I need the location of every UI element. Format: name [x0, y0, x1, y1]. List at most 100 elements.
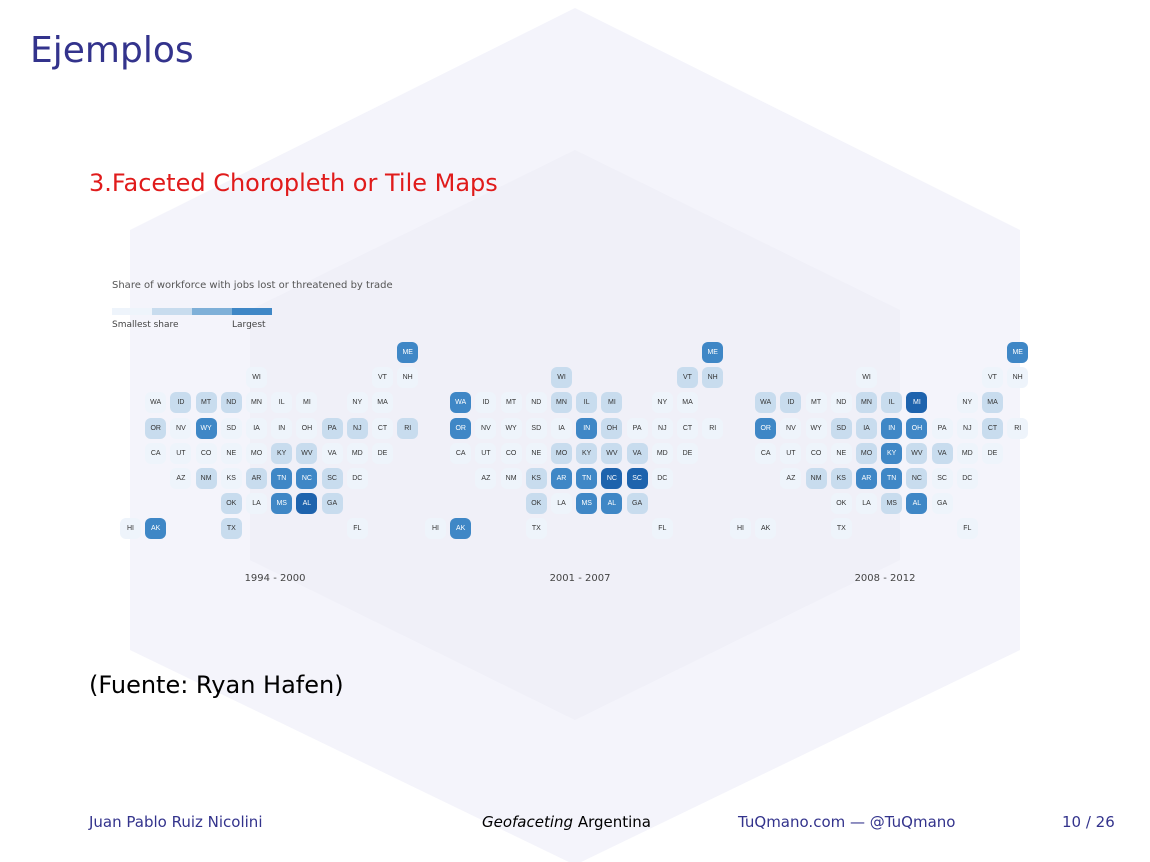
legend-swatch-3 — [192, 308, 232, 315]
legend-low-label: Smallest share — [112, 320, 179, 330]
state-tile-mi: MI — [296, 392, 318, 414]
state-tile-nc: NC — [296, 468, 318, 489]
state-tile-wi: WI — [246, 367, 267, 389]
state-tile-ak: AK — [145, 518, 167, 540]
state-tile-ky: KY — [271, 442, 293, 464]
state-tile-me: ME — [702, 342, 724, 363]
state-tile-nd: ND — [525, 392, 547, 414]
state-tile-ma: MA — [372, 392, 393, 414]
state-tile-wv: WV — [906, 442, 928, 464]
state-tile-sd: SD — [220, 417, 242, 439]
state-tile-nm: NM — [500, 468, 522, 489]
state-tile-va: VA — [626, 442, 648, 464]
state-tile-co: CO — [195, 442, 217, 464]
state-tile-nc: NC — [906, 468, 928, 489]
state-tile-tn: TN — [881, 468, 903, 489]
state-tile-ak: AK — [755, 518, 777, 540]
state-tile-la: LA — [551, 493, 572, 515]
state-tile-co: CO — [500, 442, 522, 464]
state-tile-me: ME — [397, 342, 419, 363]
state-tile-ca: CA — [755, 442, 777, 464]
state-tile-tx: TX — [830, 518, 852, 540]
state-tile-ks: KS — [525, 468, 547, 489]
slide-subtitle: 3.Faceted Choropleth or Tile Maps — [89, 169, 498, 197]
state-tile-wa: WA — [450, 392, 472, 414]
state-tile-hi: HI — [730, 518, 751, 540]
state-tile-al: AL — [296, 493, 318, 515]
state-tile-il: IL — [271, 392, 293, 414]
state-tile-tn: TN — [576, 468, 598, 489]
state-tile-nm: NM — [195, 468, 217, 489]
footer-talk-italic: Geofaceting — [482, 813, 574, 831]
state-tile-mt: MT — [195, 392, 217, 414]
state-tile-al: AL — [906, 493, 928, 515]
panel-label: 2008 - 2012 — [854, 573, 916, 584]
state-tile-ar: AR — [246, 468, 267, 489]
state-tile-wv: WV — [296, 442, 318, 464]
state-tile-wi: WI — [856, 367, 877, 389]
state-tile-ga: GA — [626, 493, 648, 515]
state-tile-in: IN — [271, 417, 293, 439]
state-tile-ma: MA — [982, 392, 1003, 414]
state-tile-mn: MN — [551, 392, 572, 414]
state-tile-fl: FL — [956, 518, 978, 540]
state-tile-ne: NE — [830, 442, 852, 464]
state-tile-wy: WY — [195, 417, 217, 439]
state-tile-ut: UT — [170, 442, 192, 464]
state-tile-id: ID — [475, 392, 497, 414]
state-tile-mo: MO — [246, 442, 267, 464]
state-tile-de: DE — [677, 442, 698, 464]
footer-talk-title: Geofaceting Argentina — [482, 813, 651, 831]
state-tile-sc: SC — [931, 468, 953, 489]
state-tile-dc: DC — [956, 468, 978, 489]
legend-swatch-2 — [152, 308, 192, 315]
state-tile-ar: AR — [551, 468, 572, 489]
state-tile-pa: PA — [626, 417, 648, 439]
state-tile-ga: GA — [931, 493, 953, 515]
state-tile-tx: TX — [525, 518, 547, 540]
state-tile-ak: AK — [450, 518, 472, 540]
state-tile-va: VA — [931, 442, 953, 464]
state-tile-nv: NV — [475, 417, 497, 439]
state-tile-ia: IA — [856, 417, 877, 439]
state-tile-mo: MO — [551, 442, 572, 464]
state-tile-ne: NE — [525, 442, 547, 464]
state-tile-ut: UT — [475, 442, 497, 464]
state-tile-al: AL — [601, 493, 623, 515]
state-tile-ms: MS — [576, 493, 598, 515]
state-tile-ky: KY — [576, 442, 598, 464]
state-tile-co: CO — [805, 442, 827, 464]
state-tile-oh: OH — [296, 417, 318, 439]
state-tile-de: DE — [982, 442, 1003, 464]
state-tile-mn: MN — [246, 392, 267, 414]
state-tile-la: LA — [856, 493, 877, 515]
state-tile-sd: SD — [830, 417, 852, 439]
footer-page-number: 10 / 26 — [1062, 813, 1115, 831]
state-tile-ma: MA — [677, 392, 698, 414]
state-tile-va: VA — [321, 442, 343, 464]
state-tile-vt: VT — [982, 367, 1003, 389]
state-tile-nc: NC — [601, 468, 623, 489]
state-tile-ia: IA — [551, 417, 572, 439]
state-tile-nd: ND — [220, 392, 242, 414]
state-tile-mt: MT — [805, 392, 827, 414]
state-tile-ms: MS — [881, 493, 903, 515]
state-tile-ks: KS — [220, 468, 242, 489]
state-tile-nj: NJ — [956, 417, 978, 439]
state-tile-sc: SC — [626, 468, 648, 489]
slide-title: Ejemplos — [30, 30, 194, 71]
footer-talk-rest: Argentina — [573, 813, 651, 831]
state-tile-nh: NH — [1007, 367, 1029, 389]
state-tile-mi: MI — [906, 392, 928, 414]
state-tile-ny: NY — [956, 392, 978, 414]
state-tile-vt: VT — [372, 367, 393, 389]
state-tile-il: IL — [576, 392, 598, 414]
state-tile-sd: SD — [525, 417, 547, 439]
state-tile-ok: OK — [525, 493, 547, 515]
panel-label: 1994 - 2000 — [244, 573, 306, 584]
state-tile-ca: CA — [450, 442, 472, 464]
state-tile-nd: ND — [830, 392, 852, 414]
state-tile-md: MD — [346, 442, 368, 464]
state-tile-mn: MN — [856, 392, 877, 414]
